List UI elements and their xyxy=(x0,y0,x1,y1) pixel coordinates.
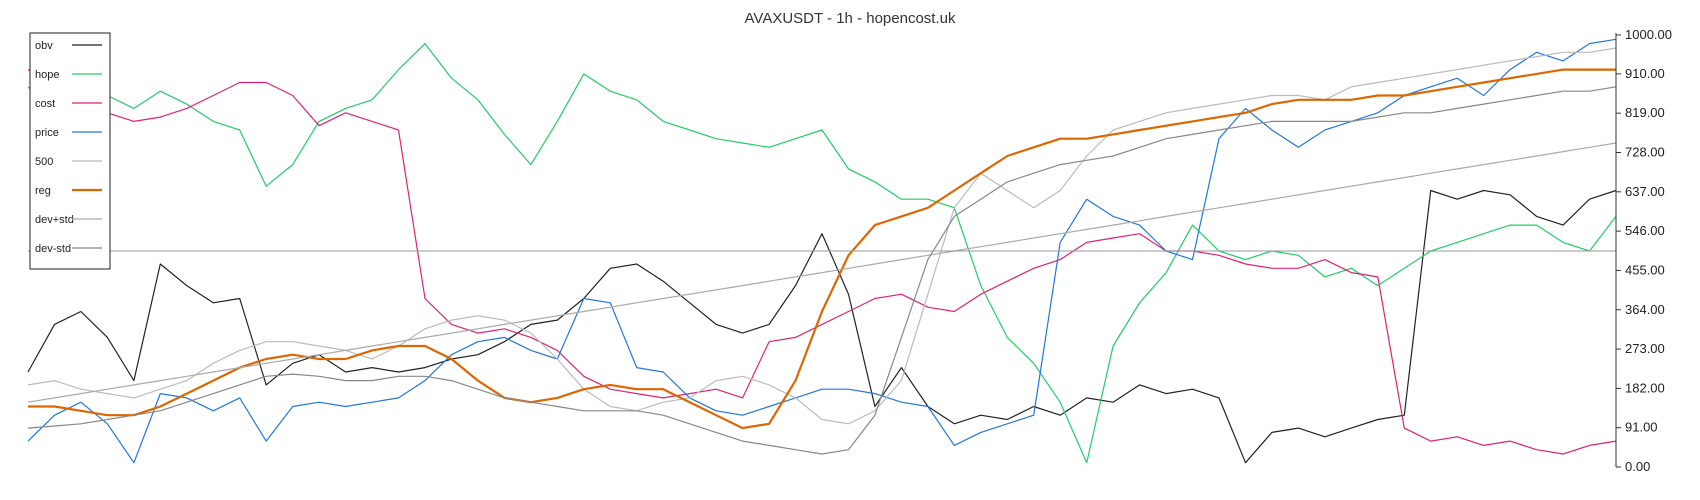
legend-label-500: 500 xyxy=(35,156,53,168)
y-tick-label: 91.00 xyxy=(1625,420,1658,435)
legend: obv hope cost price 500 reg dev+std dev-std xyxy=(29,32,111,270)
y-tick-label: 364.00 xyxy=(1625,302,1665,317)
y-tick-label: 637.00 xyxy=(1625,184,1665,199)
y-axis: 0.00 91.00 182.00 273.00 364.00 455.00 546.00 6… xyxy=(1615,27,1672,474)
y-tick-label: 1000.00 xyxy=(1625,27,1672,42)
series-line-dev-std xyxy=(27,142,1617,403)
legend-label-reg: reg xyxy=(35,185,51,197)
y-tick-label: 728.00 xyxy=(1625,145,1665,160)
series-line-reg xyxy=(28,68,1616,430)
y-tick-label: 455.00 xyxy=(1625,262,1665,277)
y-tick-label: 273.00 xyxy=(1625,341,1665,356)
legend-box xyxy=(29,32,111,270)
series-layer xyxy=(27,38,1617,464)
y-tick-label: 910.00 xyxy=(1625,66,1665,81)
series-line-500 xyxy=(27,47,1617,425)
y-tick-label: 182.00 xyxy=(1625,380,1665,395)
legend-label-dev-std: dev+std xyxy=(35,214,74,226)
y-tick-label: 546.00 xyxy=(1625,223,1665,238)
legend-label-cost: cost xyxy=(35,98,55,110)
chart-title: AVAXUSDT - 1h - hopencost.uk xyxy=(744,10,956,27)
series-line-dev-std xyxy=(27,86,1617,455)
legend-label-dev-std: dev-std xyxy=(35,243,71,255)
y-tick-label: 0.00 xyxy=(1625,459,1650,474)
series-line-hope xyxy=(27,42,1617,464)
legend-label-obv: obv xyxy=(35,40,53,52)
y-tick-label: 819.00 xyxy=(1625,105,1665,120)
legend-label-price: price xyxy=(35,127,59,139)
series-line-cost xyxy=(27,69,1617,455)
series-line-obv xyxy=(27,189,1617,464)
legend-label-hope: hope xyxy=(35,69,59,81)
